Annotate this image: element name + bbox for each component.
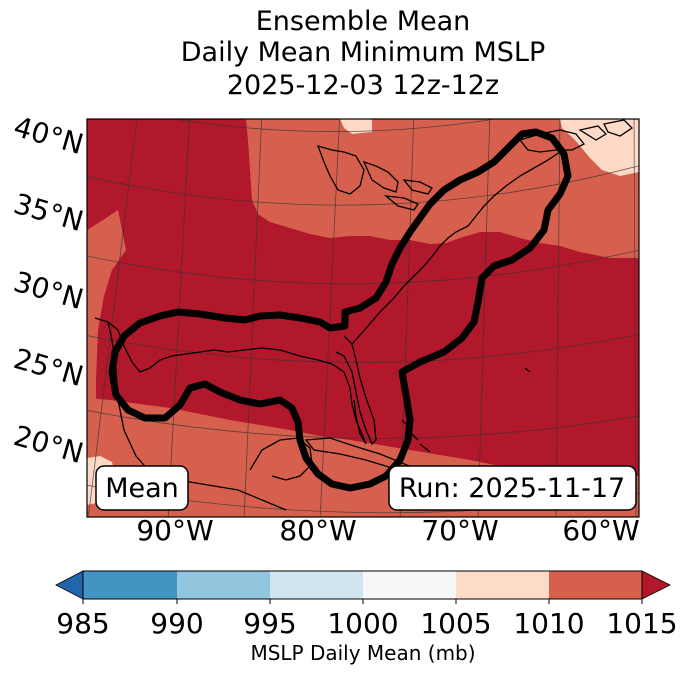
colorbar-ticks	[82, 599, 643, 604]
newfoundland	[603, 119, 634, 137]
map-border	[86, 118, 640, 518]
mean-label: Mean	[105, 473, 179, 504]
colorbar-tick-995: 995	[243, 607, 296, 640]
mean-label-box	[95, 465, 189, 511]
title-line-1: Ensemble Mean	[255, 6, 471, 37]
great-lakes	[316, 145, 433, 211]
run-label: Run: 2025-11-17	[399, 473, 625, 504]
field-1010-1015-west	[87, 210, 126, 420]
lat-label-25: 25°N	[10, 342, 87, 393]
lat-label-20: 20°N	[10, 419, 87, 470]
title-line-3: 2025-12-03 12z-12z	[226, 70, 500, 101]
colorbar-tick-1000: 1000	[327, 607, 398, 640]
east-coast	[351, 151, 561, 345]
colorbar-bin-990-995	[177, 571, 270, 599]
run-label-box	[388, 465, 637, 511]
small-island	[524, 367, 531, 373]
colorbar-bin-1000-1005	[363, 571, 456, 599]
colorbar-tick-1015: 1015	[606, 607, 677, 640]
map-panel	[87, 119, 639, 517]
colorbar-tick-990: 990	[150, 607, 203, 640]
field-1005-1010-lakes	[340, 119, 372, 134]
gulf-coast	[94, 317, 367, 445]
colorbar-tick-1010: 1010	[513, 607, 584, 640]
lon-label-80w: 80°W	[279, 514, 356, 547]
lat-label-40: 40°N	[10, 110, 87, 161]
lon-label-60w: 60°W	[562, 514, 639, 547]
maritimes	[518, 125, 608, 153]
yucatan	[249, 437, 313, 481]
lon-label-70w: 70°W	[421, 514, 498, 547]
colorbar-bin-1005-1010	[456, 571, 549, 599]
colorbar-tick-1005: 1005	[420, 607, 491, 640]
colorbar-label: MSLP Daily Mean (mb)	[250, 641, 475, 665]
colorbar: 985 990 995 1000 1005 1010 1015 MSLP Dai…	[55, 570, 678, 665]
lat-label-35: 35°N	[10, 187, 87, 238]
field-1005-1010-northeast	[560, 119, 639, 176]
colorbar-extend-high	[641, 570, 671, 600]
colorbar-bin-985-990	[83, 571, 177, 599]
colorbar-bin-1010-1015	[549, 571, 642, 599]
title-line-2: Daily Mean Minimum MSLP	[180, 37, 546, 68]
lat-label-30: 30°N	[10, 265, 87, 316]
lon-label-90w: 90°W	[136, 514, 213, 547]
colorbar-bin-995-1000	[270, 571, 363, 599]
colorbar-extend-low	[55, 570, 84, 600]
florida	[335, 335, 377, 446]
colorbar-tick-985: 985	[56, 607, 109, 640]
